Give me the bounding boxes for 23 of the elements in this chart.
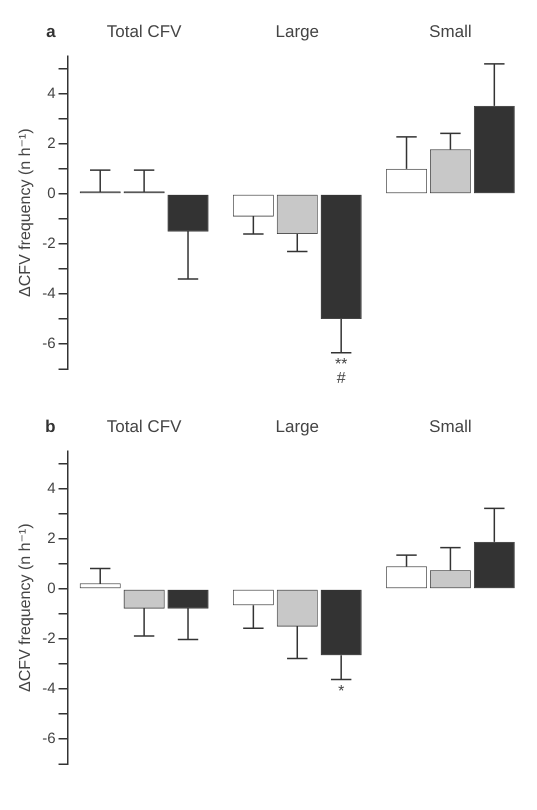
y-axis-title: ΔCFV frequency (n h⁻¹)	[17, 523, 34, 692]
x-tick-label: Total CFV	[106, 416, 182, 436]
x-tick-label: Total CFV	[106, 22, 182, 41]
y-tick-label: 0	[47, 580, 56, 598]
y-tick-label: 2	[47, 530, 56, 548]
y-tick-label: 2	[47, 135, 56, 152]
y-tick-label: -6	[42, 730, 56, 748]
y-tick-label: 4	[47, 480, 56, 498]
x-tick-label: Large	[276, 22, 320, 41]
y-tick-label: -4	[42, 680, 56, 698]
y-tick-label: -6	[42, 335, 56, 352]
y-tick-label: -4	[42, 285, 56, 302]
chart-title: b	[45, 416, 56, 436]
y-tick-label: -2	[42, 235, 56, 252]
y-axis-title: ΔCFV frequency (n h⁻¹)	[17, 128, 34, 297]
x-tick-label: Small	[429, 416, 472, 436]
x-tick-label: Large	[276, 416, 320, 436]
y-tick-label: -2	[42, 630, 56, 648]
y-tick-label: 0	[47, 185, 56, 202]
annotation: *	[338, 682, 344, 700]
x-tick-label: Small	[429, 22, 472, 41]
y-tick-label: 4	[47, 85, 56, 102]
chart-title: a	[46, 22, 56, 41]
